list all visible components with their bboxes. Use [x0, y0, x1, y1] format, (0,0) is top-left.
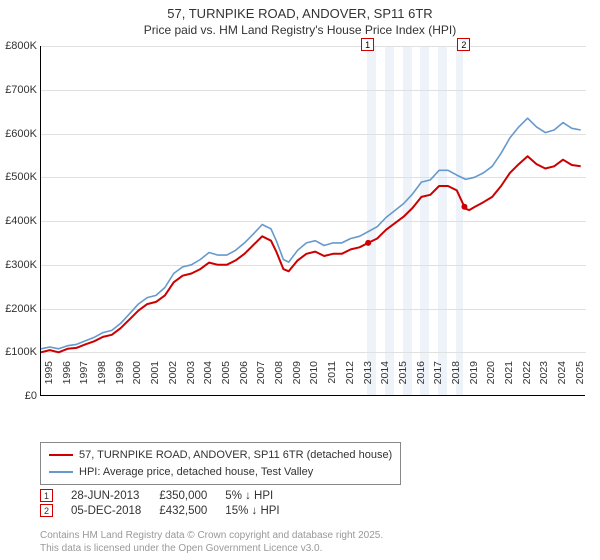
x-axis-tick: 2023 [538, 361, 550, 401]
sale-point-dot [365, 240, 371, 246]
x-axis-tick: 1998 [96, 361, 108, 401]
y-axis-tick: £500K [0, 171, 37, 183]
sale-diff: 15% ↓ HPI [225, 503, 297, 518]
x-axis-tick: 1995 [43, 361, 55, 401]
chart-title: 57, TURNPIKE ROAD, ANDOVER, SP11 6TR [0, 0, 600, 23]
sale-price: £432,500 [159, 503, 225, 518]
x-axis-tick: 2016 [415, 361, 427, 401]
x-axis-tick: 2001 [149, 361, 161, 401]
legend-label: 57, TURNPIKE ROAD, ANDOVER, SP11 6TR (de… [79, 447, 392, 464]
y-axis-tick: £0 [0, 390, 37, 402]
y-axis-tick: £700K [0, 84, 37, 96]
series-line [41, 118, 581, 349]
x-axis-tick: 2002 [167, 361, 179, 401]
x-axis-tick: 2010 [308, 361, 320, 401]
legend-swatch [49, 471, 73, 473]
y-axis-tick: £100K [0, 346, 37, 358]
x-axis-tick: 2017 [432, 361, 444, 401]
x-axis-tick: 2009 [291, 361, 303, 401]
sale-marker-icon: 1 [40, 489, 53, 502]
sale-marker: 1 [361, 38, 374, 51]
x-axis-tick: 2025 [574, 361, 586, 401]
sale-price: £350,000 [159, 488, 225, 503]
x-axis-tick: 2014 [379, 361, 391, 401]
chart-subtitle: Price paid vs. HM Land Registry's House … [0, 23, 600, 41]
x-axis-tick: 2013 [362, 361, 374, 401]
x-axis-tick: 2018 [450, 361, 462, 401]
legend: 57, TURNPIKE ROAD, ANDOVER, SP11 6TR (de… [40, 442, 401, 485]
legend-label: HPI: Average price, detached house, Test… [79, 464, 313, 481]
footnote-line: This data is licensed under the Open Gov… [40, 543, 383, 556]
x-axis-tick: 2019 [468, 361, 480, 401]
x-axis-tick: 2004 [202, 361, 214, 401]
sale-point-dot [461, 204, 467, 210]
x-axis-tick: 2003 [185, 361, 197, 401]
x-axis-tick: 2015 [397, 361, 409, 401]
sale-date: 05-DEC-2018 [71, 503, 159, 518]
x-axis-tick: 2021 [503, 361, 515, 401]
sale-diff: 5% ↓ HPI [225, 488, 297, 503]
y-axis-tick: £400K [0, 215, 37, 227]
y-axis-tick: £300K [0, 259, 37, 271]
sale-date: 28-JUN-2013 [71, 488, 159, 503]
x-axis-tick: 1999 [114, 361, 126, 401]
footnote: Contains HM Land Registry data © Crown c… [40, 530, 383, 555]
x-axis-tick: 1996 [61, 361, 73, 401]
sale-marker-icon: 2 [40, 504, 53, 517]
x-axis-tick: 2006 [238, 361, 250, 401]
y-axis-tick: £600K [0, 128, 37, 140]
chart-container: 57, TURNPIKE ROAD, ANDOVER, SP11 6TR Pri… [0, 0, 600, 560]
x-axis-tick: 2024 [556, 361, 568, 401]
sale-marker: 2 [457, 38, 470, 51]
chart-area: 12 £0£100K£200K£300K£400K£500K£600K£700K… [40, 46, 585, 396]
x-axis-tick: 2008 [273, 361, 285, 401]
x-axis-tick: 2020 [485, 361, 497, 401]
legend-swatch [49, 454, 73, 456]
x-axis-tick: 2022 [521, 361, 533, 401]
line-series [41, 46, 586, 396]
x-axis-tick: 2005 [220, 361, 232, 401]
x-axis-tick: 1997 [78, 361, 90, 401]
legend-item: 57, TURNPIKE ROAD, ANDOVER, SP11 6TR (de… [49, 447, 392, 464]
x-axis-tick: 2007 [255, 361, 267, 401]
y-axis-tick: £800K [0, 40, 37, 52]
sale-row: 2 05-DEC-2018£432,50015% ↓ HPI [40, 503, 298, 518]
y-axis-tick: £200K [0, 303, 37, 315]
footnote-line: Contains HM Land Registry data © Crown c… [40, 530, 383, 543]
plot-area: 12 [40, 46, 585, 396]
x-axis-tick: 2011 [326, 361, 338, 401]
x-axis-tick: 2000 [131, 361, 143, 401]
legend-item: HPI: Average price, detached house, Test… [49, 464, 392, 481]
x-axis-tick: 2012 [344, 361, 356, 401]
sale-row: 1 28-JUN-2013£350,0005% ↓ HPI [40, 488, 298, 503]
sales-table: 1 28-JUN-2013£350,0005% ↓ HPI 2 05-DEC-2018… [40, 488, 298, 518]
